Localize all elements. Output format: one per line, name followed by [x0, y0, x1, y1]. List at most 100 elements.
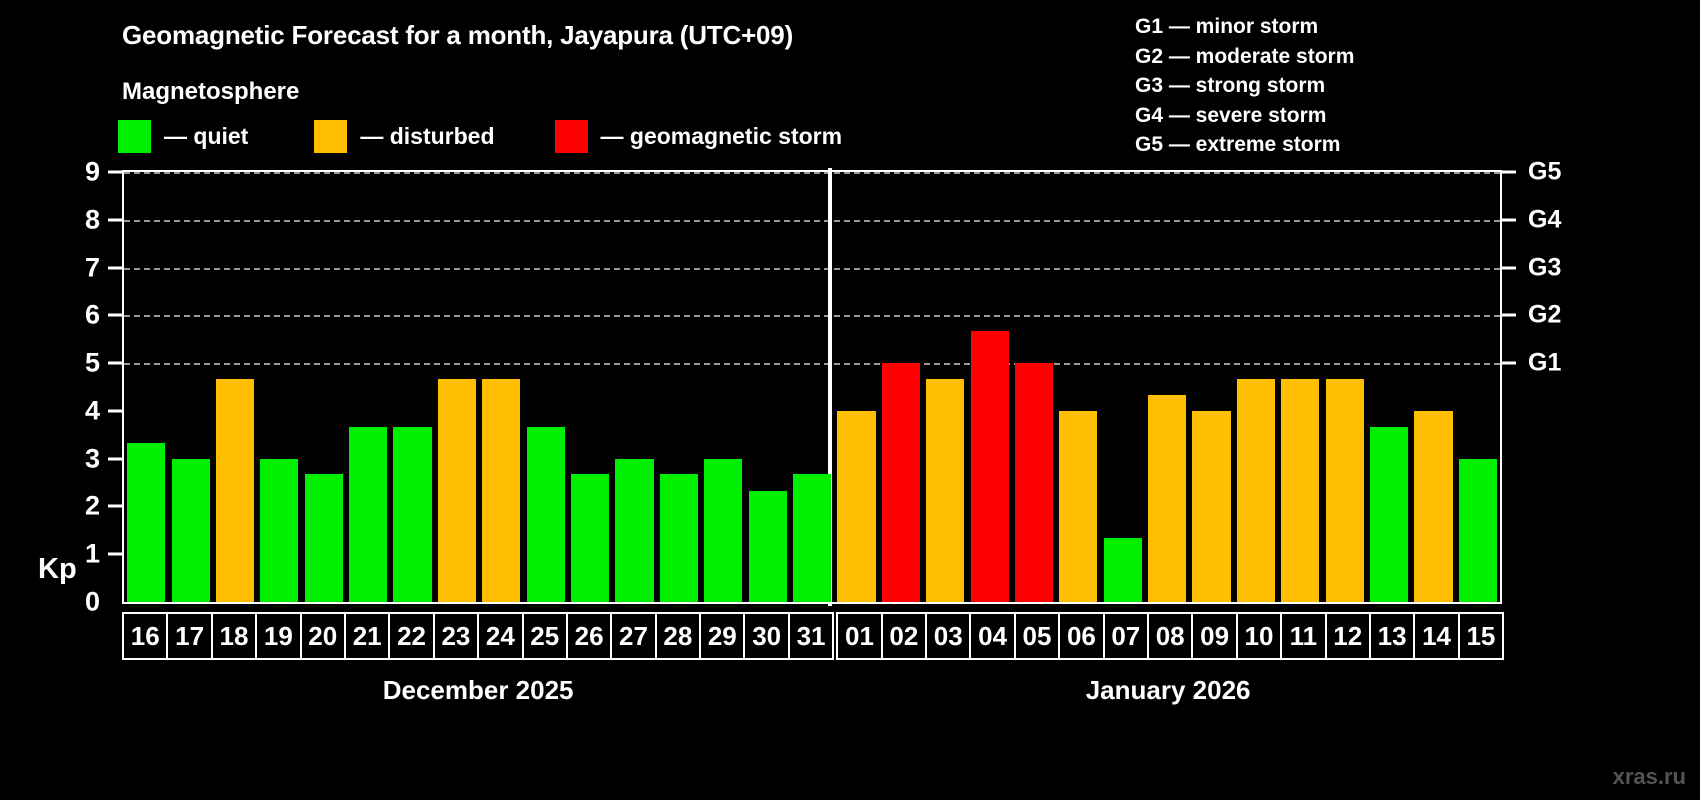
bar-january-02[interactable] [881, 363, 920, 602]
y-tick-label-9: 9 [84, 156, 100, 187]
y-tick-mark-7 [108, 266, 122, 270]
bar-slot [346, 172, 390, 602]
bar-december-23[interactable] [437, 378, 477, 602]
date-cell-30[interactable]: 30 [743, 612, 790, 660]
bar-slot [568, 172, 612, 602]
legend-swatch-disturbed [314, 120, 348, 153]
date-cell-19[interactable]: 19 [255, 612, 302, 660]
date-cell-11[interactable]: 11 [1280, 612, 1327, 660]
date-cell-18[interactable]: 18 [210, 612, 258, 660]
bar-december-26[interactable] [571, 474, 610, 602]
bar-december-18[interactable] [215, 378, 255, 602]
bar-slot [1012, 172, 1056, 602]
bar-slot [1411, 172, 1455, 602]
date-cell-13[interactable]: 13 [1368, 612, 1416, 660]
date-cell-05[interactable]: 05 [1013, 612, 1061, 660]
bar-december-17[interactable] [171, 458, 210, 602]
bar-slot [390, 172, 434, 602]
bar-january-08[interactable] [1148, 395, 1187, 602]
bar-january-09[interactable] [1192, 410, 1231, 602]
bar-december-22[interactable] [393, 426, 432, 602]
bar-january-01[interactable] [837, 410, 876, 602]
y-tick-label-0: 0 [84, 586, 100, 617]
date-cell-20[interactable]: 20 [299, 612, 346, 660]
date-cell-07[interactable]: 07 [1102, 612, 1149, 660]
bar-slot [745, 172, 789, 602]
legend-label-quiet: — quiet [164, 123, 249, 149]
bar-december-21[interactable] [349, 426, 388, 602]
bar-december-19[interactable] [260, 458, 299, 602]
bar-january-13[interactable] [1370, 426, 1409, 602]
date-cell-21[interactable]: 21 [343, 612, 391, 660]
date-cell-14[interactable]: 14 [1413, 612, 1460, 660]
date-cell-16[interactable]: 16 [122, 612, 169, 660]
bar-january-03[interactable] [926, 378, 965, 602]
y-tick-mark-1 [108, 552, 122, 556]
bar-january-07[interactable] [1103, 538, 1142, 602]
bar-december-29[interactable] [704, 458, 743, 602]
bar-january-14[interactable] [1414, 410, 1453, 602]
bar-slot [257, 172, 301, 602]
date-cell-03[interactable]: 03 [925, 612, 972, 660]
bar-january-10[interactable] [1236, 378, 1276, 602]
date-cell-06[interactable]: 06 [1058, 612, 1105, 660]
date-cell-24[interactable]: 24 [477, 612, 524, 660]
bar-december-31[interactable] [792, 474, 832, 602]
date-cell-26[interactable]: 26 [565, 612, 613, 660]
bar-january-05[interactable] [1014, 363, 1054, 602]
y-axis-title: Kp [38, 553, 77, 585]
bar-slot [435, 172, 479, 602]
g-axis-right: G5 G4 G3 G2 G1 [1502, 158, 1622, 604]
y-tick-label-4: 4 [84, 395, 100, 426]
watermark: xras.ru [1612, 764, 1686, 789]
date-cell-28[interactable]: 28 [654, 612, 702, 660]
bar-december-20[interactable] [304, 474, 343, 602]
date-cell-01[interactable]: 01 [836, 612, 883, 660]
date-cell-31[interactable]: 31 [787, 612, 835, 660]
bar-slot [213, 172, 257, 602]
bar-january-11[interactable] [1281, 378, 1320, 602]
bar-slot [1367, 172, 1411, 602]
bar-december-30[interactable] [748, 490, 787, 602]
bar-january-12[interactable] [1325, 378, 1364, 602]
g-tick-mark-G2 [1502, 313, 1516, 317]
date-cell-09[interactable]: 09 [1191, 612, 1238, 660]
page-title: Geomagnetic Forecast for a month, Jayapu… [122, 20, 794, 50]
date-cell-22[interactable]: 22 [388, 612, 435, 660]
magnetosphere-label: Magnetosphere [122, 78, 300, 105]
legend-item-disturbed: — disturbed [314, 120, 495, 153]
date-cell-10[interactable]: 10 [1235, 612, 1283, 660]
bar-slot [923, 172, 967, 602]
bar-december-24[interactable] [482, 378, 521, 602]
bar-december-28[interactable] [659, 474, 698, 602]
y-tick-label-2: 2 [84, 490, 100, 521]
bar-january-15[interactable] [1458, 458, 1497, 602]
y-tick-mark-8 [108, 218, 122, 222]
y-tick-mark-4 [108, 409, 122, 413]
g-tick-mark-G3 [1502, 266, 1516, 270]
g-scale-line-3: G3 — strong storm [1135, 74, 1326, 97]
bar-december-25[interactable] [526, 426, 565, 602]
bar-december-16[interactable] [127, 442, 166, 602]
bar-slot [479, 172, 523, 602]
date-cell-12[interactable]: 12 [1324, 612, 1371, 660]
bar-december-27[interactable] [615, 458, 654, 602]
date-cell-27[interactable]: 27 [610, 612, 657, 660]
legend-swatch-storm [554, 120, 588, 153]
g-scale-line-4: G4 — severe storm [1135, 103, 1327, 127]
bar-january-06[interactable] [1059, 410, 1098, 602]
legend-item-quiet: — quiet [118, 120, 248, 153]
bar-slot [524, 172, 568, 602]
g-tick-mark-G5 [1502, 170, 1516, 174]
bar-january-04[interactable] [970, 331, 1009, 602]
date-cell-23[interactable]: 23 [432, 612, 480, 660]
date-cell-02[interactable]: 02 [880, 612, 928, 660]
date-cell-15[interactable]: 15 [1457, 612, 1505, 660]
y-tick-mark-9 [108, 170, 122, 174]
date-cell-25[interactable]: 25 [521, 612, 568, 660]
date-cell-04[interactable]: 04 [969, 612, 1016, 660]
month-label-january: January 2026 [1085, 675, 1251, 705]
date-cell-17[interactable]: 17 [166, 612, 213, 660]
date-cell-08[interactable]: 08 [1146, 612, 1194, 660]
date-cell-29[interactable]: 29 [699, 612, 746, 660]
